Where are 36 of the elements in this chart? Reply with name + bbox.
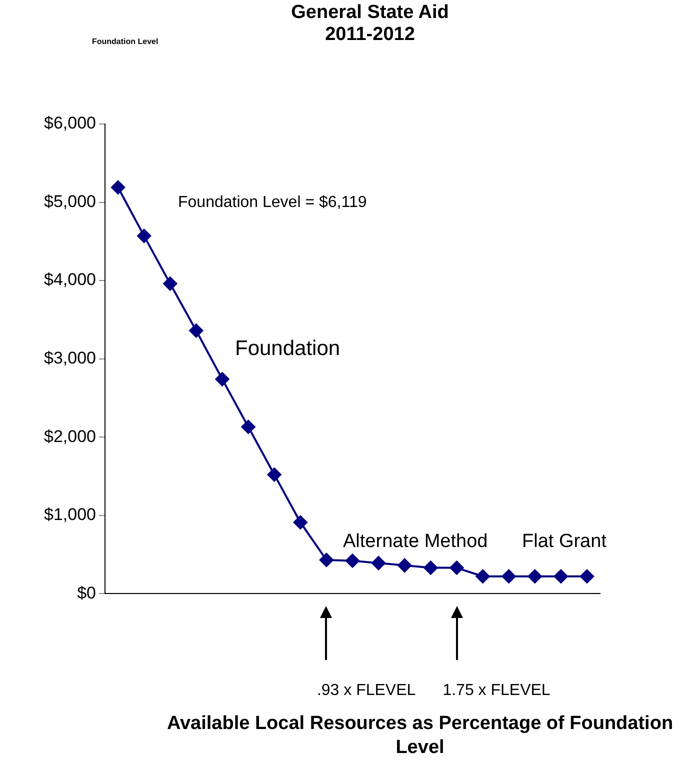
annotation: Alternate Method bbox=[343, 531, 488, 552]
text: 1.75 x FLEVEL bbox=[442, 682, 550, 699]
point bbox=[111, 180, 126, 194]
chart-subtitle: 2011-2012 bbox=[324, 24, 416, 46]
y-tick-label: $3,000 bbox=[44, 348, 96, 368]
point bbox=[241, 420, 256, 434]
point bbox=[476, 569, 490, 584]
point bbox=[293, 515, 308, 530]
point bbox=[372, 556, 386, 570]
y-tick-label: $4,000 bbox=[44, 270, 96, 290]
point bbox=[267, 468, 282, 482]
text: Available Local Resources as Percentage of Foundation Level bbox=[166, 712, 674, 760]
y-tick-label: $0 bbox=[77, 583, 96, 602]
point bbox=[424, 560, 438, 575]
point bbox=[502, 569, 516, 584]
point bbox=[189, 324, 204, 338]
chart-title: General State Aid bbox=[290, 2, 450, 24]
annotation: Foundation bbox=[235, 337, 340, 360]
point bbox=[346, 554, 360, 568]
point bbox=[580, 569, 594, 584]
y-tick-label: $2,000 bbox=[44, 426, 96, 446]
point bbox=[215, 372, 230, 386]
point bbox=[528, 569, 542, 584]
point bbox=[137, 228, 152, 243]
annotation: Flat Grant bbox=[522, 531, 606, 552]
y-tick-label: $1,000 bbox=[44, 505, 96, 524]
text: Foundation Level bbox=[92, 37, 158, 46]
point bbox=[163, 276, 178, 291]
point bbox=[450, 560, 464, 575]
y-tick-label: $6,000 bbox=[44, 114, 96, 133]
y-tick-label: $5,000 bbox=[44, 192, 96, 211]
text: .93 x FLEVEL bbox=[316, 682, 416, 699]
annotation: Foundation Level = $6,119 bbox=[178, 194, 367, 211]
point bbox=[319, 552, 334, 567]
point bbox=[398, 558, 412, 572]
point bbox=[554, 569, 568, 584]
